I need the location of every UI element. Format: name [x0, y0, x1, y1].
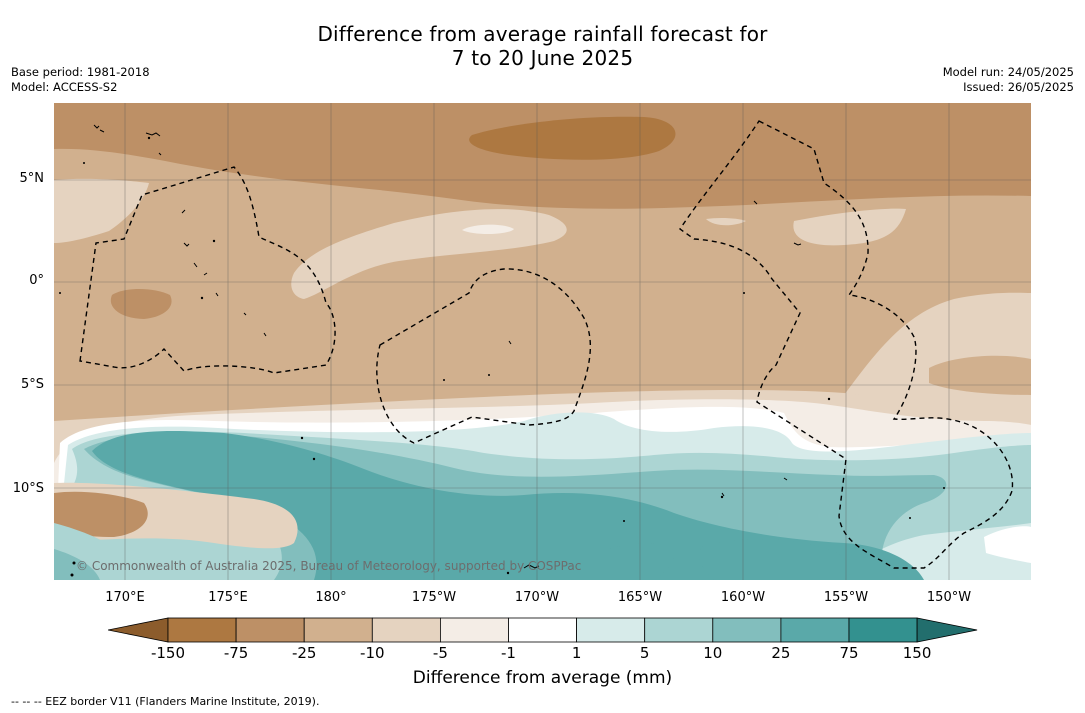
region-plus10-southwest: [54, 549, 100, 580]
colorbar-tick-label: -10: [360, 644, 385, 662]
colorbar-segment: [576, 617, 646, 643]
graticule: [54, 103, 1031, 580]
colorbar-tick-label: -75: [223, 644, 249, 662]
lon-label-165w: 165°W: [617, 590, 663, 605]
colorbar: [108, 617, 978, 643]
copyright-notice: © Commonwealth of Australia 2025, Bureau…: [76, 559, 582, 573]
rainfall-map: © Commonwealth of Australia 2025, Bureau…: [54, 103, 1031, 580]
colorbar-segment: [848, 617, 918, 643]
colorbar-segment: [235, 617, 305, 643]
colorbar-segment: [167, 617, 237, 643]
colorbar-segment: [712, 617, 782, 643]
colorbar-segment: [371, 617, 441, 643]
region-plus25-band: [92, 430, 924, 580]
title-line-2: 7 to 20 June 2025: [451, 46, 634, 70]
meta-left: Base period: 1981-2018 Model: ACCESS-S2: [11, 65, 150, 95]
lat-label-0: 0°: [29, 273, 44, 288]
meta-right: Model run: 24/05/2025 Issued: 26/05/2025: [943, 65, 1074, 95]
model-name: Model: ACCESS-S2: [11, 80, 118, 94]
lon-label-160w: 160°W: [720, 590, 766, 605]
eez-border-northeast: [679, 120, 1014, 569]
colorbar-segment: [644, 617, 714, 643]
colorbar-extend-high: [916, 617, 978, 643]
colorbar-tick-label: 1: [571, 644, 582, 662]
lat-label-10s: 10°S: [12, 481, 44, 496]
eez-border-central: [376, 268, 591, 444]
colorbar-segment: [508, 617, 577, 643]
colorbar-tick-label: 5: [639, 644, 650, 662]
rainfall-map-svg: [54, 103, 1031, 580]
lon-label-150w: 150°W: [926, 590, 972, 605]
region-plus25-south: [609, 543, 675, 580]
colorbar-segment: [303, 617, 373, 643]
island-outlines: [93, 124, 802, 569]
colorbar-tick-label: 150: [902, 644, 932, 662]
colorbar-tick-label: 25: [771, 644, 791, 662]
colorbar-tick-label: 10: [703, 644, 723, 662]
colorbar-tick-label: -25: [291, 644, 317, 662]
lon-label-155w: 155°W: [823, 590, 869, 605]
region-neutral-southeast: [984, 526, 1031, 563]
lon-label-170e: 170°E: [105, 590, 145, 605]
colorbar-tick-label: -150: [150, 644, 186, 662]
base-period: Base period: 1981-2018: [11, 65, 150, 79]
region-minus5-central: [462, 224, 514, 235]
region-minus10-northeast: [793, 208, 906, 246]
eez-footnote: -- -- -- EEZ border V11 (Flanders Marine…: [11, 695, 320, 708]
region-minus10-northeast-small: [706, 217, 746, 226]
lon-label-170w: 170°W: [514, 590, 560, 605]
lon-label-180: 180°: [315, 590, 347, 605]
colorbar-tick-label: 75: [839, 644, 859, 662]
colorbar-segment: [439, 617, 509, 643]
region-minus75-west: [110, 289, 172, 319]
region-minus150-north: [469, 116, 676, 160]
colorbar-tick-label: -5: [432, 644, 448, 662]
region-minus75-southwest: [54, 491, 148, 537]
lon-label-175e: 175°E: [208, 590, 248, 605]
eez-borders: [79, 120, 1014, 569]
colorbar-label: Difference from average (mm): [412, 668, 673, 688]
map-title: Difference from average rainfall forecas…: [0, 22, 1085, 70]
model-run: Model run: 24/05/2025: [942, 65, 1074, 79]
title-line-1: Difference from average rainfall forecas…: [317, 22, 768, 46]
lat-label-5s: 5°S: [20, 377, 44, 392]
colorbar-segment: [780, 617, 850, 643]
lon-label-175w: 175°W: [411, 590, 457, 605]
region-plus25-southcentral: [698, 539, 851, 580]
colorbar-extend-low: [108, 617, 169, 643]
colorbar-tick-label: -1: [501, 644, 516, 662]
lat-label-5n: 5°N: [19, 171, 45, 186]
eez-border-west: [79, 166, 336, 374]
issued-date: Issued: 26/05/2025: [963, 80, 1074, 94]
island-dots: [59, 136, 945, 577]
